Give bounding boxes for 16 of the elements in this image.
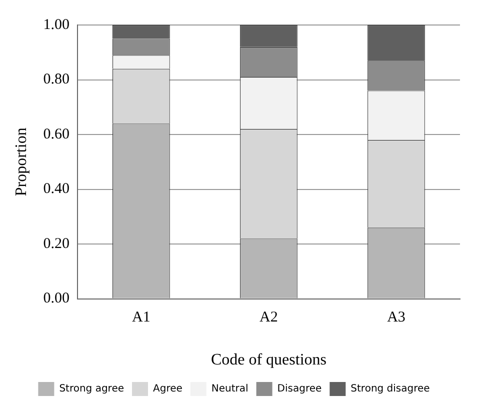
y-tick-label: 0.40 xyxy=(43,181,70,198)
y-tick-label: 0.00 xyxy=(43,290,70,307)
x-axis-title: Code of questions xyxy=(210,352,326,369)
legend-label: Agree xyxy=(153,384,182,395)
y-tick-label: 0.60 xyxy=(43,126,70,142)
legend-label: Neutral xyxy=(211,384,248,395)
y-axis-title: Proportion xyxy=(12,128,30,196)
x-tick-label: A1 xyxy=(132,310,150,326)
x-tick-label: A3 xyxy=(387,310,406,326)
legend-label: Strong agree xyxy=(59,384,124,395)
legend-label: Disagree xyxy=(277,384,322,395)
y-tick-label: 1.00 xyxy=(43,16,70,33)
y-tick-label: 0.80 xyxy=(43,72,70,88)
x-tick-label: A2 xyxy=(260,310,278,326)
y-tick-label: 0.20 xyxy=(43,236,70,252)
legend-label: Strong disagree xyxy=(350,384,430,395)
